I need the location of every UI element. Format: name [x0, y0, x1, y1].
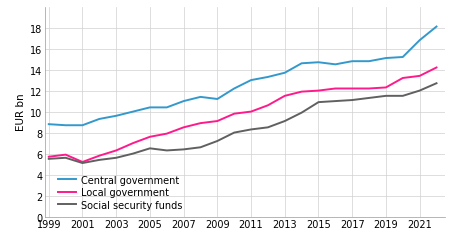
Local government [299, 91, 304, 94]
Social security funds [80, 162, 85, 165]
Central government [114, 115, 119, 118]
Central government [63, 124, 69, 127]
Social security funds [316, 101, 321, 104]
Central government [80, 124, 85, 127]
Local government [282, 95, 287, 98]
Central government [417, 40, 422, 43]
Y-axis label: EUR bn: EUR bn [16, 93, 26, 131]
Local government [198, 122, 203, 125]
Central government [215, 98, 220, 101]
Social security funds [114, 157, 119, 160]
Local government [130, 142, 136, 145]
Local government [333, 88, 338, 91]
Social security funds [248, 129, 254, 132]
Central government [299, 62, 304, 66]
Line: Central government: Central government [49, 27, 436, 126]
Social security funds [417, 90, 422, 93]
Local government [215, 120, 220, 123]
Legend: Central government, Local government, Social security funds: Central government, Local government, So… [58, 175, 182, 210]
Central government [198, 96, 203, 99]
Social security funds [366, 97, 372, 100]
Local government [434, 67, 439, 70]
Central government [164, 106, 169, 109]
Central government [333, 64, 338, 67]
Central government [265, 76, 271, 79]
Central government [130, 111, 136, 114]
Central government [350, 60, 355, 64]
Social security funds [299, 112, 304, 115]
Social security funds [383, 95, 389, 98]
Local government [181, 126, 186, 129]
Central government [97, 118, 102, 121]
Central government [383, 57, 389, 60]
Social security funds [434, 82, 439, 85]
Central government [181, 100, 186, 103]
Central government [248, 79, 254, 82]
Central government [400, 56, 405, 59]
Local government [417, 75, 422, 78]
Social security funds [265, 126, 271, 129]
Social security funds [97, 159, 102, 162]
Local government [350, 88, 355, 91]
Social security funds [46, 158, 51, 161]
Local government [248, 111, 254, 114]
Social security funds [232, 132, 237, 135]
Social security funds [130, 152, 136, 155]
Local government [400, 77, 405, 80]
Social security funds [63, 157, 69, 160]
Central government [282, 72, 287, 75]
Line: Social security funds: Social security funds [49, 84, 436, 163]
Social security funds [400, 95, 405, 98]
Local government [265, 104, 271, 107]
Local government [316, 90, 321, 93]
Line: Local government: Local government [49, 68, 436, 162]
Local government [147, 136, 153, 139]
Social security funds [198, 146, 203, 149]
Local government [97, 154, 102, 158]
Local government [232, 113, 237, 116]
Local government [46, 155, 51, 159]
Local government [63, 153, 69, 156]
Central government [366, 60, 372, 64]
Social security funds [333, 100, 338, 103]
Local government [366, 88, 372, 91]
Social security funds [147, 147, 153, 150]
Central government [316, 61, 321, 65]
Local government [114, 149, 119, 152]
Local government [383, 87, 389, 90]
Social security funds [164, 149, 169, 152]
Central government [232, 88, 237, 91]
Social security funds [350, 99, 355, 102]
Social security funds [215, 140, 220, 143]
Central government [147, 106, 153, 109]
Local government [80, 161, 85, 164]
Social security funds [282, 120, 287, 123]
Central government [46, 123, 51, 126]
Social security funds [181, 148, 186, 151]
Central government [434, 26, 439, 29]
Local government [164, 133, 169, 136]
